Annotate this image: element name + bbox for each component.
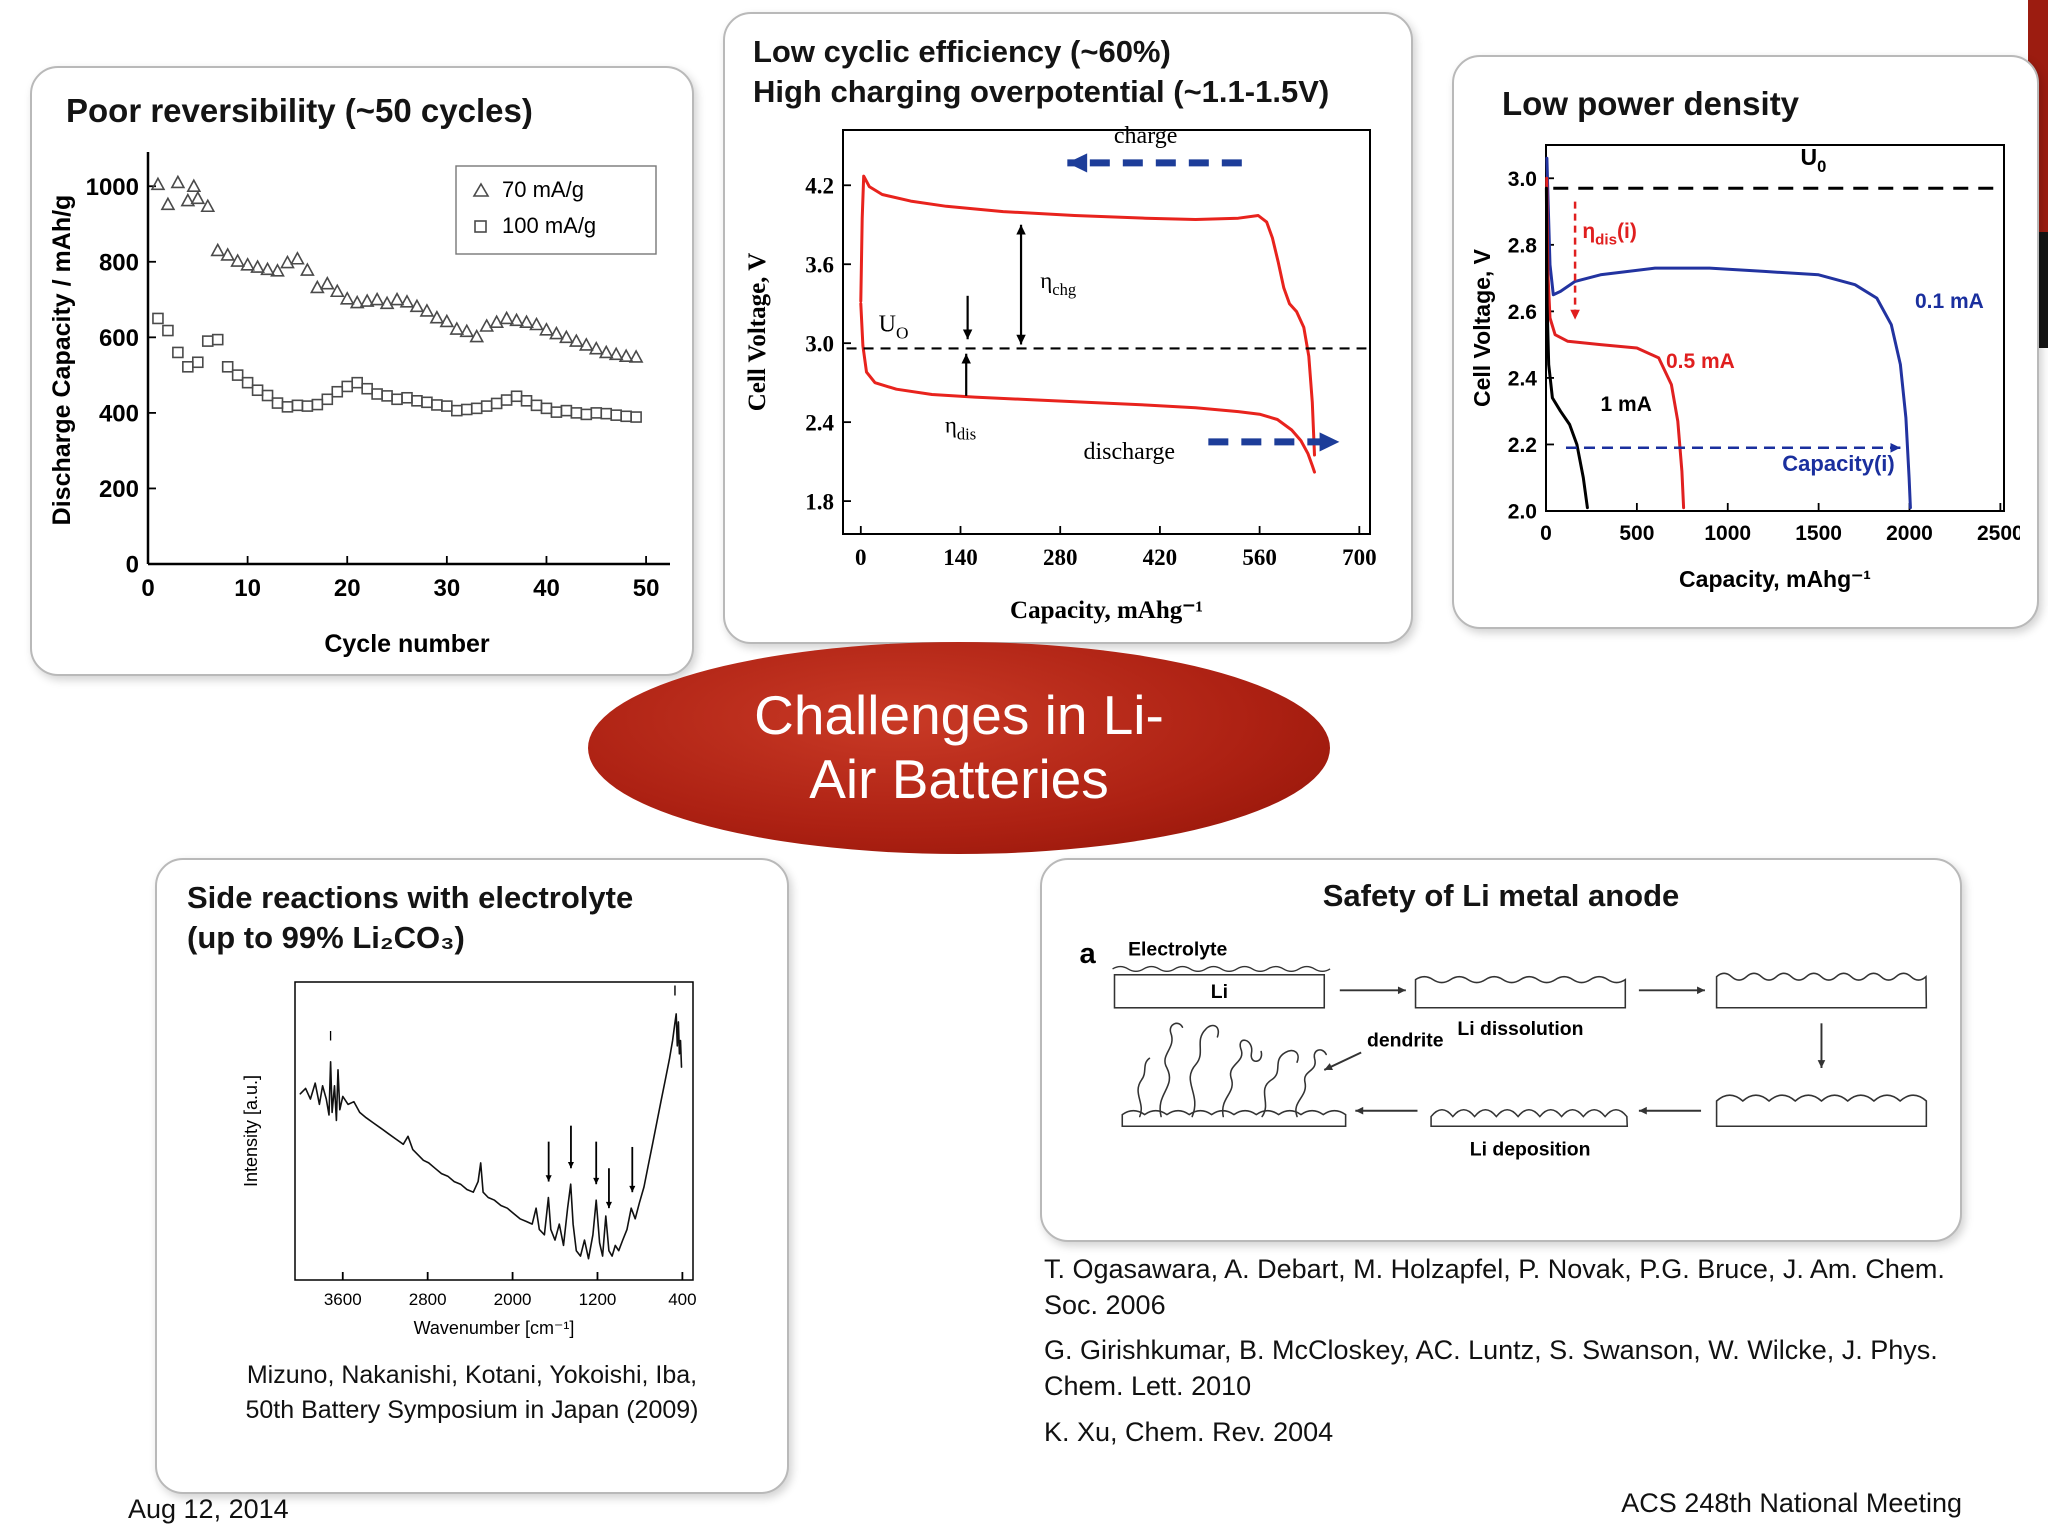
svg-text:0: 0 [141, 575, 154, 602]
svg-text:ηdis(i): ηdis(i) [1582, 220, 1637, 248]
svg-text:4.2: 4.2 [805, 174, 834, 199]
svg-text:2000: 2000 [1886, 522, 1933, 545]
svg-text:10: 10 [234, 575, 261, 602]
slide-date: Aug 12, 2014 [128, 1494, 289, 1524]
svg-text:280: 280 [1043, 545, 1078, 570]
reference-3: K. Xu, Chem. Rev. 2004 [1044, 1416, 1334, 1447]
svg-text:2500: 2500 [1977, 522, 2020, 545]
svg-text:140: 140 [943, 545, 978, 570]
panel-title-safety: Safety of Li metal anode [1322, 878, 1680, 913]
svg-text:ηchg: ηchg [1040, 268, 1076, 299]
svg-text:2000: 2000 [494, 1290, 532, 1309]
chart-rate-capability: 0 500 1000 1500 2000 2500 2.0 2.2 2.4 2.6 2.8 3.0 Ca… [1469, 144, 2020, 592]
svg-text:I: I [673, 982, 677, 999]
panel-title-efficiency-line2: High charging overpotential (~1.1-1.5V) [753, 74, 1330, 109]
svg-text:discharge: discharge [1084, 439, 1176, 465]
panel-title-side-line2: (up to 99% Li₂CO₃) [187, 920, 465, 955]
slide-venue: ACS 248th National Meeting [1621, 1488, 1962, 1518]
reference-2: G. Girishkumar, B. McCloskey, AC. Luntz,… [1044, 1335, 1938, 1401]
svg-text:1.8: 1.8 [805, 489, 834, 514]
svg-text:0: 0 [855, 545, 867, 570]
svg-text:Discharge Capacity / mAh/g: Discharge Capacity / mAh/g [48, 195, 76, 526]
svg-text:UO: UO [879, 311, 909, 342]
panel-title-efficiency-line1: Low cyclic efficiency (~60%) [753, 34, 1171, 69]
svg-text:700: 700 [1342, 545, 1377, 570]
svg-text:2.4: 2.4 [1508, 367, 1538, 390]
chart-charge-discharge: 0 140 280 420 560 700 1.8 2.4 3.0 3.6 4.2 Capacity,… [744, 123, 1377, 624]
svg-text:U0: U0 [1800, 144, 1826, 176]
svg-text:Capacity, mAhg⁻¹: Capacity, mAhg⁻¹ [1010, 597, 1203, 624]
svg-text:Electrolyte: Electrolyte [1128, 938, 1227, 960]
svg-text:3.0: 3.0 [805, 331, 834, 356]
svg-text:1000: 1000 [1704, 522, 1751, 545]
center-title-badge: Challenges in Li- Air Batteries [588, 642, 1330, 854]
references: T. Ogasawara, A. Debart, M. Holzapfel, P… [1044, 1252, 1952, 1460]
svg-text:20: 20 [334, 575, 361, 602]
svg-text:Li: Li [1211, 981, 1228, 1003]
panel-title-power: Low power density [1502, 85, 1800, 122]
svg-text:Cell Voltage, V: Cell Voltage, V [744, 253, 771, 412]
svg-text:50: 50 [633, 575, 660, 602]
svg-text:Capacity(i): Capacity(i) [1782, 451, 1894, 476]
svg-text:0: 0 [126, 552, 139, 579]
svg-text:Li dissolution: Li dissolution [1457, 1018, 1583, 1040]
svg-text:40: 40 [533, 575, 560, 602]
svg-text:charge: charge [1114, 123, 1178, 149]
badge-line2: Air Batteries [809, 748, 1109, 810]
panel-poor-reversibility: Poor reversibility (~50 cycles) 0 10 20 30 4… [30, 66, 694, 676]
svg-text:1500: 1500 [1795, 522, 1842, 545]
citation-line2: 50th Battery Symposium in Japan (2009) [245, 1395, 699, 1424]
svg-text:420: 420 [1143, 545, 1178, 570]
panel-title-side-line1: Side reactions with electrolyte [187, 880, 634, 915]
svg-text:200: 200 [99, 476, 139, 503]
svg-text:30: 30 [433, 575, 460, 602]
svg-text:400: 400 [99, 401, 139, 428]
svg-text:560: 560 [1242, 545, 1277, 570]
svg-text:Wavenumber [cm⁻¹]: Wavenumber [cm⁻¹] [414, 1318, 575, 1338]
svg-text:3.0: 3.0 [1508, 168, 1537, 191]
svg-text:Li deposition: Li deposition [1470, 1138, 1591, 1160]
panel-power-density: Low power density 0 500 1000 1500 2000 2500 2.… [1452, 55, 2039, 629]
svg-text:2800: 2800 [409, 1290, 447, 1309]
panel-side-reactions: Side reactions with electrolyte (up to 9… [155, 858, 789, 1494]
reference-1: T. Ogasawara, A. Debart, M. Holzapfel, P… [1044, 1254, 1945, 1320]
chart-ftir-spectrum: 3600 2800 2000 1200 400 Wavenumber [cm⁻¹] Inte… [241, 981, 697, 1338]
svg-text:3600: 3600 [324, 1290, 362, 1309]
svg-text:0.5 mA: 0.5 mA [1666, 350, 1735, 373]
svg-text:Cycle number: Cycle number [324, 630, 490, 658]
panel-li-anode-safety: Safety of Li metal anode a Electrolyte Li L… [1040, 858, 1962, 1242]
svg-text:2.8: 2.8 [1508, 234, 1538, 257]
panel-cyclic-efficiency: Low cyclic efficiency (~60%) High chargi… [723, 12, 1413, 644]
svg-text:800: 800 [99, 249, 139, 276]
svg-text:1000: 1000 [86, 174, 139, 201]
svg-text:Capacity, mAhg⁻¹: Capacity, mAhg⁻¹ [1679, 566, 1871, 592]
svg-text:Intensity [a.u.]: Intensity [a.u.] [241, 1075, 261, 1187]
svg-text:500: 500 [1619, 522, 1654, 545]
chart-cycle-capacity: 0 10 20 30 40 50 0 200 400 600 800 1000 Cycle number… [48, 152, 670, 658]
svg-text:2.4: 2.4 [805, 410, 834, 435]
svg-text:Cell Voltage, V: Cell Voltage, V [1469, 248, 1495, 407]
svg-text:400: 400 [668, 1290, 696, 1309]
svg-text:ηdis: ηdis [945, 413, 976, 444]
svg-text:100 mA/g: 100 mA/g [502, 213, 596, 238]
svg-text:2.6: 2.6 [1508, 301, 1537, 324]
svg-text:3.6: 3.6 [805, 253, 834, 278]
svg-text:70 mA/g: 70 mA/g [502, 177, 584, 202]
svg-text:1200: 1200 [579, 1290, 617, 1309]
svg-text:2.2: 2.2 [1508, 434, 1537, 457]
svg-text:600: 600 [99, 325, 139, 352]
svg-text:0.1 mA: 0.1 mA [1915, 290, 1984, 313]
badge-line1: Challenges in Li- [754, 684, 1164, 747]
svg-text:I: I [329, 1028, 333, 1044]
svg-text:0: 0 [1540, 522, 1552, 545]
svg-text:1 mA: 1 mA [1601, 393, 1652, 416]
li-anode-cycle-diagram: a Electrolyte Li Li dissolution Li depositio… [1080, 938, 1928, 1160]
svg-text:2.0: 2.0 [1508, 501, 1537, 524]
panel-title-reversibility: Poor reversibility (~50 cycles) [66, 92, 533, 129]
citation-line1: Mizuno, Nakanishi, Kotani, Yokoishi, Iba… [246, 1361, 698, 1389]
svg-text:dendrite: dendrite [1367, 1030, 1444, 1052]
side-reactions-citation: Mizuno, Nakanishi, Kotani, Yokoishi, Iba… [157, 1358, 787, 1427]
svg-text:a: a [1080, 938, 1097, 970]
